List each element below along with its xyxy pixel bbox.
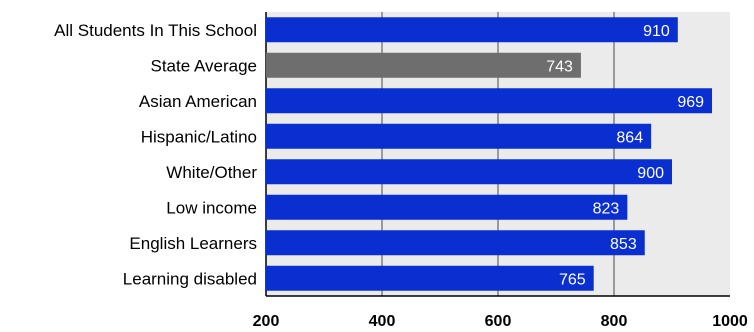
category-label: Low income bbox=[166, 198, 257, 217]
category-label: State Average bbox=[151, 56, 258, 75]
bar bbox=[266, 123, 652, 149]
x-tick-label: 200 bbox=[253, 313, 280, 330]
bar bbox=[266, 159, 672, 185]
category-label: All Students In This School bbox=[54, 21, 257, 40]
category-label: Learning disabled bbox=[123, 269, 257, 288]
bar bbox=[266, 17, 678, 43]
bar-value-label: 743 bbox=[546, 58, 573, 75]
bars: 910 743 969 864 900 823 853 765 bbox=[266, 17, 713, 291]
category-label: Asian American bbox=[139, 92, 257, 111]
x-tick-label: 600 bbox=[485, 313, 512, 330]
x-tick-label: 800 bbox=[601, 313, 628, 330]
x-axis-tick-labels: 200 400 600 800 1000 bbox=[253, 313, 748, 330]
bar-value-label: 900 bbox=[637, 165, 664, 182]
bar-value-label: 910 bbox=[643, 23, 670, 40]
bar bbox=[266, 88, 713, 114]
bar-value-label: 969 bbox=[677, 94, 704, 111]
x-tick-label: 400 bbox=[369, 313, 396, 330]
bar bbox=[266, 52, 581, 78]
category-labels: All Students In This School State Average… bbox=[54, 21, 257, 289]
bar-value-label: 853 bbox=[610, 236, 637, 253]
x-tick-label: 1000 bbox=[712, 313, 748, 330]
category-label: Hispanic/Latino bbox=[141, 127, 257, 146]
bar bbox=[266, 230, 645, 256]
bar-value-label: 823 bbox=[593, 200, 620, 217]
bar bbox=[266, 194, 628, 220]
bar bbox=[266, 265, 594, 291]
category-label: White/Other bbox=[166, 163, 257, 182]
bar-value-label: 765 bbox=[559, 271, 586, 288]
bar-value-label: 864 bbox=[616, 129, 643, 146]
category-label: English Learners bbox=[129, 234, 257, 253]
